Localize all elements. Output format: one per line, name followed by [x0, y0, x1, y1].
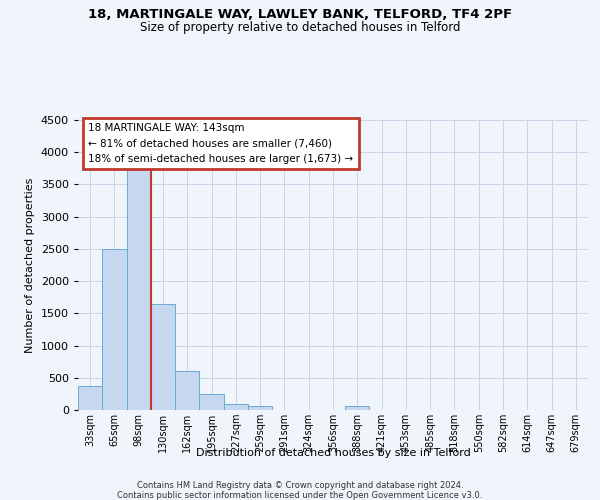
Text: Distribution of detached houses by size in Telford: Distribution of detached houses by size … [196, 448, 470, 458]
Text: 18 MARTINGALE WAY: 143sqm
← 81% of detached houses are smaller (7,460)
18% of se: 18 MARTINGALE WAY: 143sqm ← 81% of detac… [88, 123, 353, 164]
Text: Contains public sector information licensed under the Open Government Licence v3: Contains public sector information licen… [118, 491, 482, 500]
Text: Size of property relative to detached houses in Telford: Size of property relative to detached ho… [140, 21, 460, 34]
Bar [78, 386, 102, 410]
Bar [175, 372, 199, 410]
Text: 18, MARTINGALE WAY, LAWLEY BANK, TELFORD, TF4 2PF: 18, MARTINGALE WAY, LAWLEY BANK, TELFORD… [88, 8, 512, 20]
Bar [127, 168, 151, 410]
Bar [199, 394, 224, 410]
Bar [151, 304, 175, 410]
Y-axis label: Number of detached properties: Number of detached properties [25, 178, 35, 352]
Bar [224, 404, 248, 410]
Text: Contains HM Land Registry data © Crown copyright and database right 2024.: Contains HM Land Registry data © Crown c… [137, 481, 463, 490]
Bar [248, 406, 272, 410]
Bar [102, 249, 127, 410]
Bar [345, 406, 370, 410]
